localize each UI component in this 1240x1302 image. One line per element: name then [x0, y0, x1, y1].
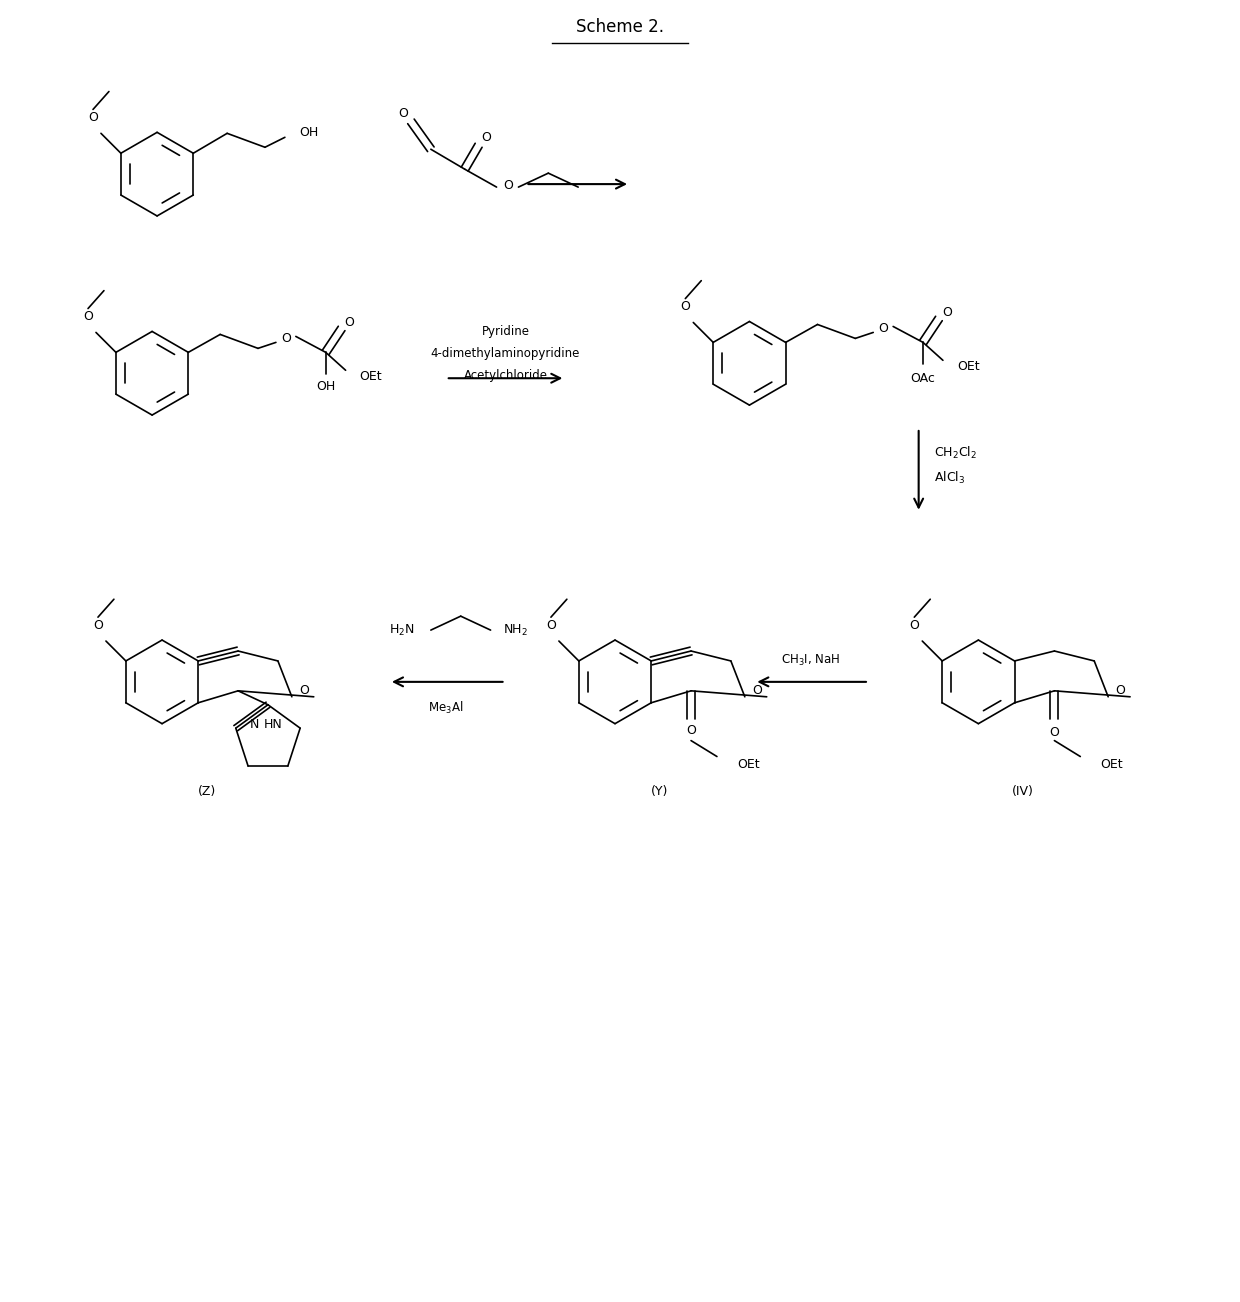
Text: OH: OH	[316, 380, 335, 393]
Text: OH: OH	[299, 126, 319, 139]
Text: O: O	[299, 685, 309, 698]
Text: O: O	[878, 322, 888, 335]
Text: O: O	[93, 618, 103, 631]
Text: O: O	[909, 618, 919, 631]
Text: OEt: OEt	[957, 359, 980, 372]
Text: OEt: OEt	[1100, 758, 1123, 771]
Text: O: O	[481, 130, 491, 143]
Text: O: O	[345, 316, 355, 329]
Text: Pyridine: Pyridine	[481, 326, 529, 339]
Text: O: O	[686, 724, 696, 737]
Text: (Y): (Y)	[651, 785, 668, 798]
Text: O: O	[1115, 685, 1125, 698]
Text: O: O	[681, 299, 691, 312]
Text: Acetylchloride: Acetylchloride	[464, 368, 548, 381]
Text: Scheme 2.: Scheme 2.	[577, 18, 663, 36]
Text: O: O	[546, 618, 556, 631]
Text: OEt: OEt	[737, 758, 759, 771]
Text: (Z): (Z)	[197, 785, 216, 798]
Text: H$_2$N: H$_2$N	[389, 622, 414, 638]
Text: AlCl$_3$: AlCl$_3$	[934, 470, 965, 486]
Text: N: N	[249, 717, 259, 730]
Text: O: O	[751, 685, 761, 698]
Text: NH$_2$: NH$_2$	[502, 622, 527, 638]
Text: O: O	[88, 111, 98, 124]
Text: CH$_2$Cl$_2$: CH$_2$Cl$_2$	[934, 445, 977, 461]
Text: O: O	[281, 332, 291, 345]
Text: OEt: OEt	[360, 370, 382, 383]
Text: Me$_3$Al: Me$_3$Al	[428, 699, 464, 716]
Text: (IV): (IV)	[1012, 785, 1034, 798]
Text: CH$_3$I, NaH: CH$_3$I, NaH	[781, 652, 841, 668]
Text: OAc: OAc	[910, 372, 935, 384]
Text: O: O	[942, 306, 952, 319]
Text: HN: HN	[263, 717, 283, 730]
Text: O: O	[1049, 727, 1059, 740]
Text: O: O	[503, 178, 513, 191]
Text: O: O	[83, 310, 93, 323]
Text: O: O	[398, 107, 408, 120]
Text: 4-dimethylaminopyridine: 4-dimethylaminopyridine	[430, 346, 580, 359]
